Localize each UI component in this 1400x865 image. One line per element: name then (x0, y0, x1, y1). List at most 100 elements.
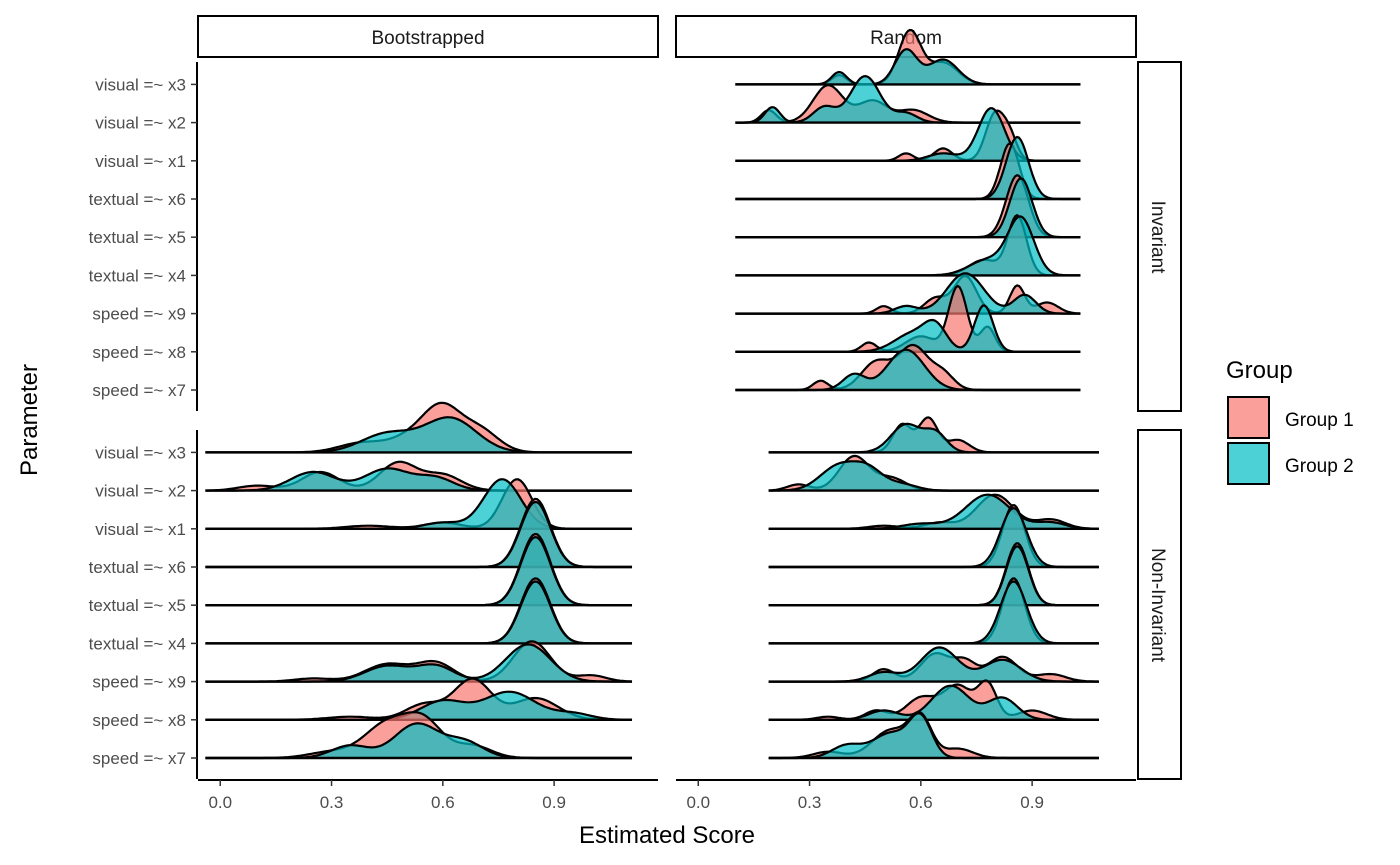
ridge-visual-x3 (205, 401, 633, 454)
ridge-fill-g2 (768, 461, 1099, 491)
ridge-fill-g2 (768, 581, 1099, 644)
ridge-fill-g2 (735, 349, 1081, 390)
ridge-fill-g1 (205, 498, 632, 567)
y-tick-label: speed =~ x7 (92, 749, 186, 768)
ridge-fill-g2 (735, 108, 1081, 161)
ridge-outline-g1 (205, 532, 632, 607)
y-tick-label: speed =~ x9 (92, 305, 186, 324)
ridge-speed-x9 (735, 272, 1081, 315)
x-tick-label: 0.9 (1020, 793, 1044, 812)
ridge-fill-g1 (768, 505, 1099, 567)
ridge-fill-g2 (205, 502, 632, 567)
ridge-fill-g1 (768, 543, 1099, 606)
x-axis-title: Estimated Score (579, 822, 755, 849)
x-tick-label: 0.9 (542, 793, 566, 812)
x-tick-label: 0.6 (431, 793, 455, 812)
ridge-fill-g2 (768, 508, 1099, 567)
ridge-textual-x4 (735, 213, 1081, 277)
ridge-textual-x5 (768, 542, 1099, 607)
y-tick-label: speed =~ x8 (92, 711, 186, 730)
ridge-visual-x2 (735, 74, 1081, 124)
ridge-textual-x6 (768, 504, 1099, 569)
ridge-fill-g2 (768, 713, 1099, 758)
ridge-fill-g2 (735, 216, 1081, 276)
ridge-fill-g2 (205, 468, 632, 491)
ridge-outline-g1 (768, 504, 1099, 569)
ridge-fill-g2 (735, 76, 1081, 123)
ridge-fill-g2 (735, 273, 1081, 314)
legend-title: Group (1226, 357, 1293, 384)
legend-label-group-1: Group 1 (1285, 410, 1354, 431)
legend-key-group-2 (1227, 442, 1270, 485)
panels: 0.0 0.3 0.6 0.9 0.0 0.3 0.6 0.9 speed =~ x7 speed… (89, 28, 1136, 812)
ridge-speed-x7 (735, 343, 1081, 392)
y-tick-label: textual =~ x4 (89, 634, 186, 653)
strip-row-noninvariant (1137, 429, 1182, 780)
ridge-visual-x1 (768, 493, 1099, 530)
ridge-fill-g1 (205, 534, 632, 606)
ridge-fill-g2 (205, 537, 632, 606)
ridge-outline-g1 (768, 577, 1099, 645)
ridge-speed-x7 (205, 711, 633, 760)
ridge-visual-x3 (735, 28, 1081, 86)
y-tick-label: visual =~ x3 (95, 443, 186, 462)
strip-row-invariant-label: Invariant (1147, 201, 1168, 275)
ridge-textual-x5 (205, 532, 633, 607)
y-tick-label: speed =~ x9 (92, 673, 186, 692)
ridge-outline-g1 (205, 497, 632, 569)
ridge-fill-g2 (735, 305, 1081, 352)
ridge-fill-g2 (205, 644, 632, 682)
ridge-outline-g2 (205, 535, 632, 607)
y-axis-title: Parameter (16, 364, 43, 476)
ridge-outline-g2 (768, 507, 1099, 569)
y-tick-label: visual =~ x2 (95, 482, 186, 501)
legend-label-group-2: Group 2 (1285, 456, 1354, 477)
ridge-fill-g2 (768, 685, 1099, 720)
ridge-textual-x6 (205, 497, 633, 569)
strip-row-noninvariant-label: Non-Invariant (1147, 548, 1168, 663)
ridge-speed-x7 (768, 710, 1099, 760)
y-tick-label: textual =~ x6 (89, 190, 186, 209)
y-tick-label: textual =~ x6 (89, 558, 186, 577)
strip-col-bootstrapped-label: Bootstrapped (371, 28, 484, 49)
x-tick-label: 0.3 (798, 793, 822, 812)
y-tick-label: visual =~ x1 (95, 520, 186, 539)
y-tick-label: textual =~ x5 (89, 596, 186, 615)
x-tick-label: 0.6 (909, 793, 933, 812)
ridge-outline-g2 (205, 580, 632, 645)
ridge-fill-g2 (205, 691, 632, 720)
ridge-fill-g2 (205, 417, 632, 453)
ridge-fill-g2 (735, 137, 1081, 199)
ridge-visual-x3 (768, 416, 1099, 454)
strip-col-bootstrapped (197, 15, 659, 58)
ridge-fill-g2 (735, 49, 1081, 85)
y-tick-label: speed =~ x8 (92, 343, 186, 362)
y-tick-label: visual =~ x3 (95, 75, 186, 94)
ridge-speed-x9 (768, 646, 1099, 683)
y-tick-label: visual =~ x2 (95, 114, 186, 133)
ridge-speed-x8 (768, 679, 1099, 721)
strip-row-invariant (1137, 61, 1182, 412)
ridge-textual-x4 (768, 577, 1099, 645)
ridge-outline-g2 (768, 545, 1099, 607)
x-tick-label: 0.0 (208, 793, 232, 812)
ridge-fill-g2 (768, 546, 1099, 606)
ridge-fill-g1 (768, 578, 1099, 644)
ridge-visual-x2 (205, 460, 633, 492)
ridge-fill-g1 (205, 578, 632, 644)
ridge-outline-g2 (205, 500, 632, 569)
ridge-fill-g2 (205, 581, 632, 644)
y-tick-label: textual =~ x5 (89, 228, 186, 247)
x-tick-label: 0.3 (320, 793, 344, 812)
ridge-outline-g1 (768, 542, 1099, 607)
panel-random-invariant (735, 28, 1081, 392)
ridge-fill-g2 (768, 423, 1099, 453)
ridge-fill-g2 (205, 723, 632, 758)
ridge-visual-x2 (768, 454, 1099, 492)
panel-bootstrapped-non-invariant (205, 401, 633, 760)
panel-random-non-invariant (768, 416, 1099, 760)
ridge-outline-g1 (205, 577, 632, 645)
ridge-textual-x4 (205, 577, 633, 645)
y-tick-label: textual =~ x4 (89, 266, 186, 285)
